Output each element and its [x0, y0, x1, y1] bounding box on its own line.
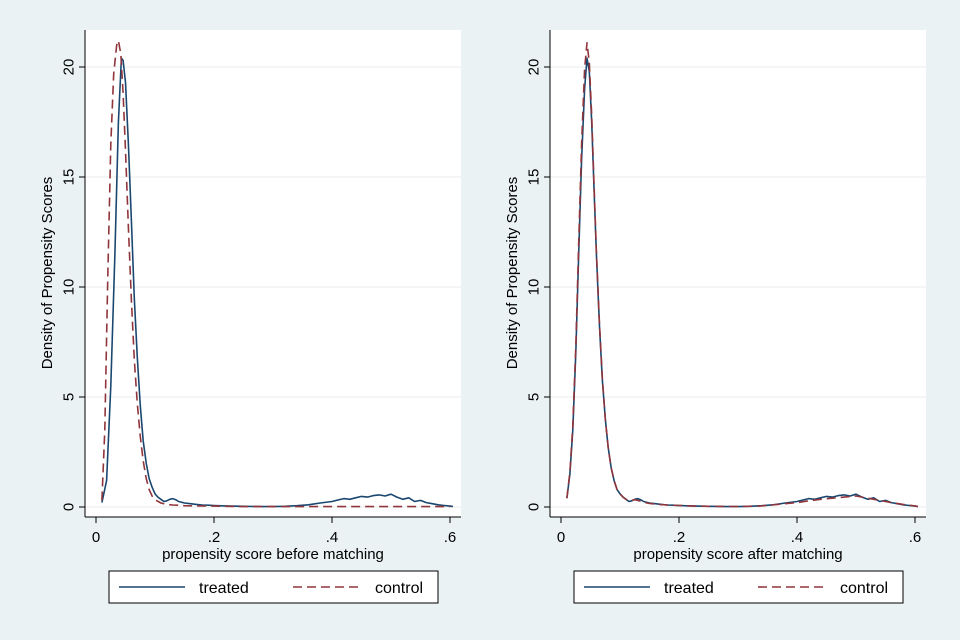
y-ticks: 0 5 10 15 20 [61, 59, 85, 511]
legend-label-control: control [375, 580, 423, 597]
x-tick-label: .2 [673, 529, 686, 546]
series-line-control [101, 39, 450, 508]
x-tick-label: .2 [208, 529, 221, 546]
legend-label-treated: treated [664, 580, 714, 597]
y-tick-label: 0 [61, 503, 78, 511]
series-line-treated [101, 57, 454, 508]
x-tick-label: .6 [444, 529, 457, 546]
x-axis-title: propensity score before matching [162, 546, 384, 563]
legend-label-treated: treated [199, 580, 249, 597]
x-tick-label: .4 [326, 529, 339, 546]
y-tick-label: 5 [526, 393, 543, 401]
y-axis-title: Density of Propensity Scores [504, 177, 521, 370]
legend: treated control [573, 570, 904, 604]
y-tick-label: 20 [526, 59, 543, 76]
y-tick-label: 15 [526, 169, 543, 186]
y-tick-label: 15 [61, 169, 78, 186]
y-tick-label: 5 [61, 393, 78, 401]
y-axis-title: Density of Propensity Scores [39, 177, 56, 370]
series-lines [566, 42, 919, 508]
legend-label-control: control [840, 580, 888, 597]
x-tick-label: .6 [909, 529, 922, 546]
y-ticks: 0 5 10 15 20 [526, 59, 550, 511]
x-tick-label: 0 [92, 529, 100, 546]
y-tick-label: 20 [61, 59, 78, 76]
y-tick-label: 10 [61, 279, 78, 296]
series-lines [101, 39, 454, 508]
series-line-control [566, 42, 919, 508]
x-tick-label: .4 [791, 529, 804, 546]
panel-before-matching: 0 .2 .4 .6 0 5 10 15 20 Density of Propensity S… [39, 30, 461, 604]
y-tick-label: 10 [526, 279, 543, 296]
legend: treated control [108, 570, 439, 604]
x-ticks: 0 .2 .4 .6 [92, 517, 456, 546]
y-tick-label: 0 [526, 503, 543, 511]
plot-area [85, 30, 461, 517]
panel-after-matching: 0 .2 .4 .6 0 5 10 15 20 Density of Propensity S… [504, 30, 926, 604]
x-axis-title: propensity score after matching [633, 546, 842, 563]
x-ticks: 0 .2 .4 .6 [557, 517, 921, 546]
x-tick-label: 0 [557, 529, 565, 546]
plot-area [550, 30, 926, 517]
